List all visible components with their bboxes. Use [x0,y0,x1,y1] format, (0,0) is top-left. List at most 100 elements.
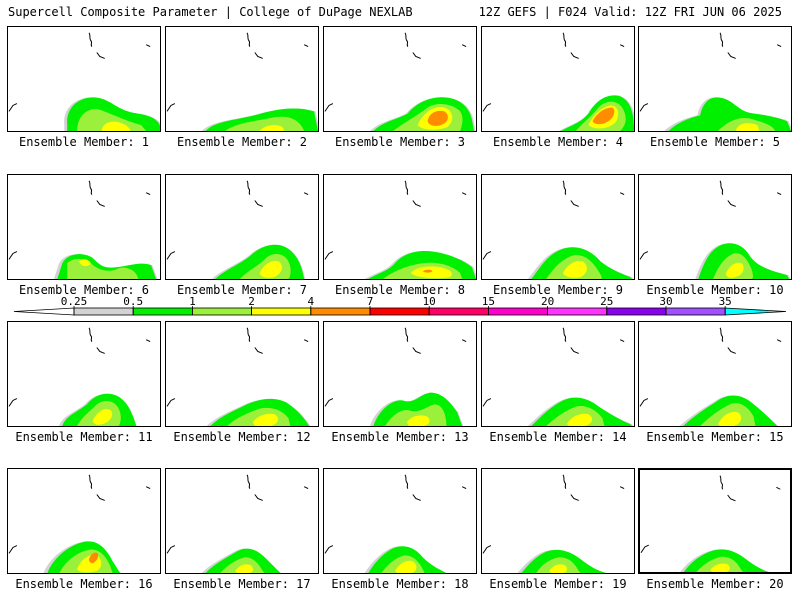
coastline-3 [640,544,649,554]
coastline-3 [482,545,492,554]
scp-field-2 [549,564,568,573]
scp-field-1 [225,116,305,131]
coastline-2 [145,192,151,196]
coastline-3 [324,251,334,260]
ensemble-member-20-map[interactable] [638,468,792,574]
coastline-2 [303,44,309,48]
legend-tick-label: 0.25 [61,296,88,308]
legend-swatch-15 [487,307,548,316]
ensemble-member-3-map[interactable] [323,26,477,132]
coastline-2 [461,486,467,490]
scp-field-4 [88,552,99,564]
coastline-3 [324,545,334,554]
coastline-0 [88,474,93,489]
ensemble-member-2-map[interactable] [165,26,319,132]
coastline-2 [776,486,781,490]
ensemble-member-label: Ensemble Member: 11 [15,430,153,444]
scp-field-2 [235,564,254,573]
legend-swatch-2 [251,307,312,316]
ensemble-member-label: Ensemble Member: 14 [489,430,627,444]
coastline-0 [719,180,724,195]
coastline-3 [166,103,176,112]
scp-field-2 [406,415,430,426]
coastline-2 [776,44,782,48]
ensemble-member-7-map[interactable] [165,174,319,280]
page-title: Supercell Composite Parameter | College … [8,5,413,19]
coastline-3 [324,398,334,407]
coastline-0 [246,474,251,489]
coastline-3 [482,251,492,260]
ensemble-member-4-map[interactable] [481,26,635,132]
legend-swatch-10 [428,307,489,316]
ensemble-member-19-map[interactable] [481,468,635,574]
legend-tick-label: 30 [659,296,672,308]
ensemble-member-5-map[interactable] [638,26,792,132]
coastline-3 [639,398,649,407]
coastline-1 [412,200,421,207]
legend-tick-label: 25 [600,296,613,308]
ensemble-member-label: Ensemble Member: 12 [173,430,311,444]
ensemble-member-label: Ensemble Member: 17 [173,577,311,591]
ensemble-member-12-map[interactable] [165,321,319,427]
legend-tick-label: 7 [367,296,374,308]
ensemble-member-18-map[interactable] [323,468,477,574]
coastline-2 [461,192,467,196]
coastline-0 [404,474,409,489]
coastline-1 [96,494,105,501]
coastline-2 [303,486,309,490]
coastline-1 [570,347,579,354]
ensemble-member-10-map[interactable] [638,174,792,280]
legend-swatch-0.25 [73,307,134,316]
coastline-3 [166,398,176,407]
ensemble-member-15-map[interactable] [638,321,792,427]
coastline-2 [303,192,309,196]
coastline-1 [727,52,736,59]
ensemble-member-13-map[interactable] [323,321,477,427]
ensemble-member-label: Ensemble Member: 1 [18,135,150,149]
coastline-0 [88,327,93,342]
coastline-1 [570,200,579,207]
ensemble-member-11-map[interactable] [7,321,161,427]
coastline-0 [719,327,724,342]
coastline-3 [482,398,492,407]
ensemble-member-label: Ensemble Member: 6 [18,283,150,297]
ensemble-member-16-map[interactable] [7,468,161,574]
ensemble-member-label: Ensemble Member: 7 [176,283,308,297]
legend-swatch-4 [310,307,371,316]
ensemble-member-label: Ensemble Member: 5 [649,135,781,149]
scp-field-2 [101,121,131,131]
ensemble-member-label: Ensemble Member: 9 [492,283,624,297]
ensemble-member-1-map[interactable] [7,26,161,132]
coastline-1 [254,52,263,59]
coastline-3 [8,398,18,407]
ensemble-member-14-map[interactable] [481,321,635,427]
coastline-0 [404,327,409,342]
coastline-1 [96,52,105,59]
legend-tick-label: 15 [482,296,495,308]
ensemble-member-label: Ensemble Member: 18 [331,577,469,591]
ensemble-member-9-map[interactable] [481,174,635,280]
coastline-1 [727,200,736,207]
coastline-1 [96,347,105,354]
ensemble-member-8-map[interactable] [323,174,477,280]
coastline-0 [88,32,93,47]
ensemble-member-label: Ensemble Member: 2 [176,135,308,149]
coastline-3 [166,545,176,554]
ensemble-member-label: Ensemble Member: 3 [334,135,466,149]
legend-swatch-1 [191,307,252,316]
coastline-2 [145,486,151,490]
coastline-3 [8,251,18,260]
ensemble-member-label: Ensemble Member: 19 [489,577,627,591]
legend-swatch-30 [665,307,726,316]
coastline-3 [8,545,18,554]
ensemble-member-17-map[interactable] [165,468,319,574]
legend-swatch-20 [547,307,608,316]
coastline-0 [719,475,724,490]
legend-tick-label: 1 [189,296,196,308]
coastline-2 [619,339,625,343]
run-valid-time: 12Z GEFS | F024 Valid: 12Z FRI JUN 06 20… [478,5,782,19]
legend-swatch-7 [369,307,430,316]
scp-field-2 [259,260,282,278]
ensemble-member-6-map[interactable] [7,174,161,280]
coastline-2 [619,192,625,196]
